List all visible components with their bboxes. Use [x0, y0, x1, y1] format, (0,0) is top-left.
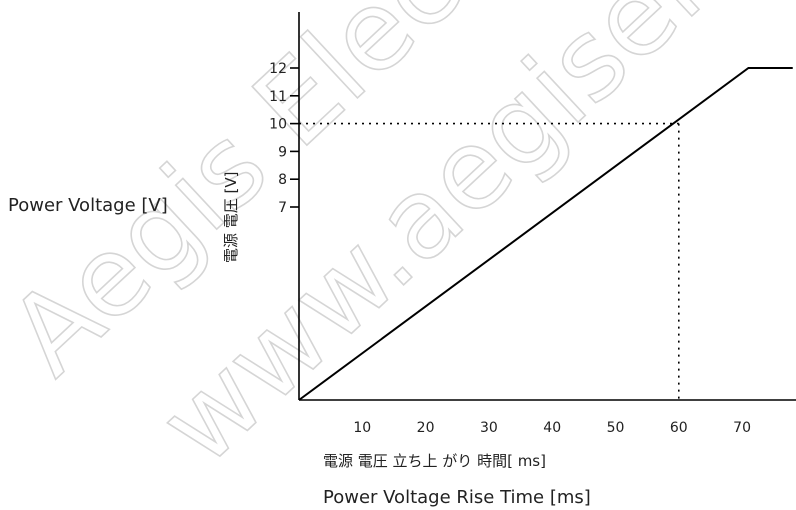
y-axis-label-jp: 電源 電圧 [V]	[222, 171, 240, 263]
x-axis-label: Power Voltage Rise Time [ms]	[323, 487, 591, 508]
y-tick-label: 7	[278, 200, 287, 216]
y-tick-label: 11	[269, 89, 287, 105]
y-tick-label: 12	[269, 61, 287, 77]
y-axis-label: Power Voltage [V]	[8, 195, 168, 216]
x-tick-label: 60	[670, 420, 688, 436]
x-tick-label: 70	[733, 420, 751, 436]
x-tick-label: 10	[353, 420, 371, 436]
plot-area: 7 8 9 10 11 12 10 20 30 40 50 60 70	[269, 12, 796, 436]
x-tick-label: 50	[607, 420, 625, 436]
y-tick-label: 10	[269, 117, 287, 133]
x-tick-label: 30	[480, 420, 498, 436]
x-tick-label: 20	[417, 420, 435, 436]
y-tick-label: 9	[278, 144, 287, 160]
x-tick-label: 40	[543, 420, 561, 436]
watermark: Aegis Electronics www.aegiselect	[0, 0, 796, 490]
x-axis-label-jp: 電源 電圧 立ち上 がり 時間[ ms]	[323, 452, 546, 470]
series-line	[298, 67, 793, 401]
y-tick-label: 8	[278, 172, 287, 188]
